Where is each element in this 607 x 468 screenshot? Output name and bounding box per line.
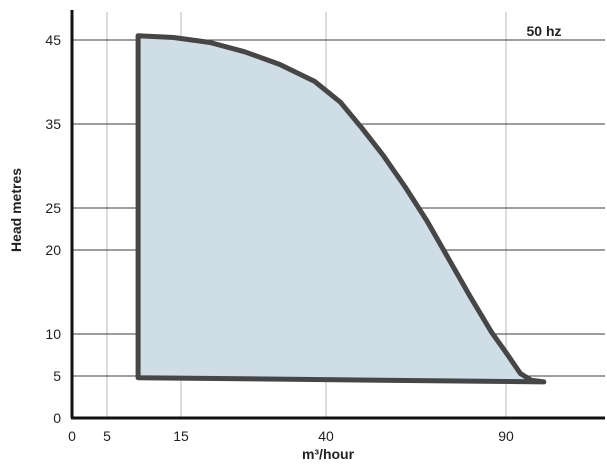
x-tick-label: 90 [498, 428, 514, 444]
x-tick-label: 40 [318, 428, 334, 444]
x-tick-label: 0 [68, 428, 76, 444]
y-tick-label: 35 [45, 116, 61, 132]
y-tick-label: 45 [45, 32, 61, 48]
y-tick-label: 20 [45, 242, 61, 258]
y-tick-label: 25 [45, 200, 61, 216]
y-tick-label: 5 [53, 368, 61, 384]
x-tick-label: 5 [103, 428, 111, 444]
y-tick-label: 10 [45, 326, 61, 342]
y-axis-title: Head metres [8, 168, 24, 252]
x-tick-label: 15 [173, 428, 189, 444]
x-tick-labels: 0 5 15 40 90 [68, 428, 514, 444]
y-tick-label: 0 [53, 410, 61, 426]
frequency-badge: 50 hz [526, 23, 561, 39]
axes [70, 10, 605, 420]
x-axis-title: m³/hour [302, 446, 355, 462]
performance-area [135, 33, 547, 385]
y-tick-labels: 0 5 10 20 25 35 45 [45, 32, 61, 426]
